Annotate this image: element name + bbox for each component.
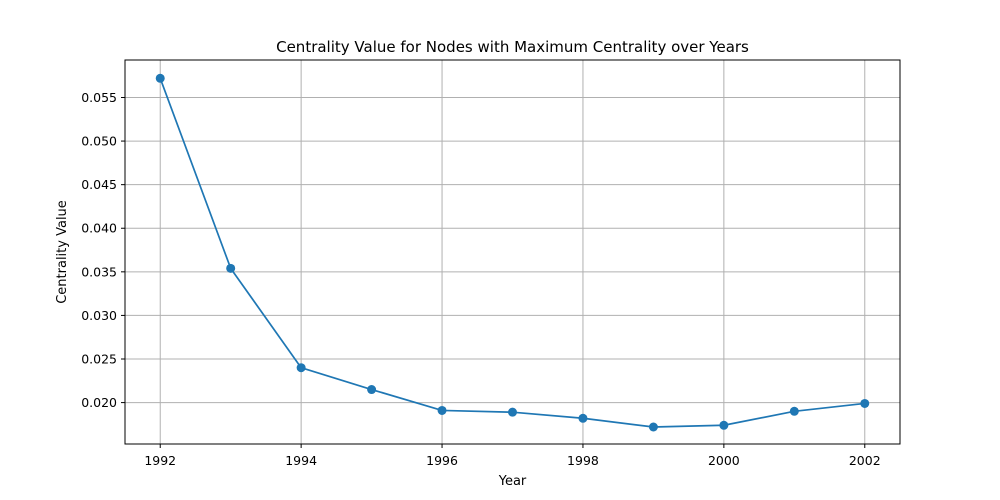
x-tick-label: 2000 (708, 453, 740, 468)
data-point (789, 406, 799, 416)
data-point (719, 420, 729, 430)
x-axis-title: Year (498, 474, 527, 489)
data-point (296, 363, 306, 373)
data-series (155, 73, 870, 432)
y-tick-label: 0.050 (81, 134, 117, 149)
data-point (578, 413, 588, 423)
x-tick-label: 1992 (144, 453, 176, 468)
x-tick-label: 1994 (285, 453, 317, 468)
series-line (159, 78, 865, 428)
data-point (508, 407, 517, 417)
data-point (648, 422, 658, 432)
x-axis-ticks: 1992 1994 1996 1998 2000 2002 (144, 444, 881, 468)
y-tick-label: 0.025 (81, 352, 117, 367)
plot-area-frame (124, 59, 901, 445)
x-tick-label: 1996 (426, 453, 458, 468)
y-tick-label: 0.020 (81, 395, 117, 410)
y-tick-label: 0.055 (81, 90, 117, 105)
y-tick-label: 0.045 (81, 177, 117, 192)
data-point (860, 398, 870, 408)
data-point (155, 73, 165, 83)
y-axis-ticks: 0.020 0.025 0.030 0.035 0.040 0.045 0.050 0.055 (81, 90, 125, 410)
y-tick-label: 0.040 (81, 221, 117, 236)
x-tick-label: 2002 (849, 453, 881, 468)
grid (125, 60, 900, 444)
y-axis-title: Centrality Value (55, 200, 70, 304)
y-tick-label: 0.035 (81, 264, 117, 279)
y-tick-label: 0.030 (81, 308, 117, 323)
data-point (226, 263, 236, 273)
data-point (437, 405, 447, 415)
x-tick-label: 1998 (567, 453, 599, 468)
chart-title: Centrality Value for Nodes with Maximum … (276, 38, 749, 56)
data-point (367, 385, 377, 395)
